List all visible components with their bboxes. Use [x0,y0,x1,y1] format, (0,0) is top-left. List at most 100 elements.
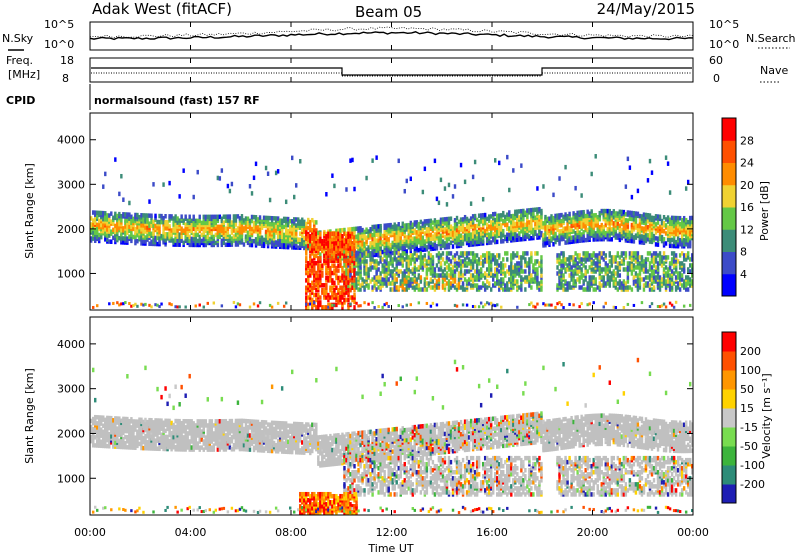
power-cell [496,275,499,280]
power-cell [150,305,153,309]
power-cell [465,303,469,307]
power-cell [425,219,429,224]
power-cell [389,281,392,286]
power-cell [407,234,410,240]
power-cell [407,259,410,264]
power-cell [421,239,425,245]
power-cell [327,248,330,254]
power-cell [136,212,139,218]
power-cell [345,251,348,256]
power-cell [176,240,179,245]
power-cell [415,224,419,229]
power-cell [381,305,384,309]
power-cell [435,219,439,225]
power-cell [433,236,437,241]
power-cell [118,303,121,307]
power-cell [437,273,441,278]
power-cell [124,301,127,305]
power-cell [325,251,328,256]
power-cell [353,287,356,293]
power-cell [140,302,143,306]
power-cell [435,263,439,268]
power-cell [417,237,421,243]
power-cell [429,253,433,258]
power-cell [455,251,459,256]
power-cell [321,241,324,246]
power-cell [200,220,203,226]
power-cell [158,227,161,233]
power-cell [158,213,161,219]
power-cell [196,169,199,175]
power-cell [666,161,670,166]
power-cell [431,234,435,239]
power-cell [413,267,417,272]
power-cell [313,260,316,266]
power-cell [315,260,318,266]
power-cell [423,263,427,268]
power-cell [222,240,226,246]
power-cell [224,242,228,248]
power-cell [288,237,292,242]
power-cell [341,290,344,295]
power-cell [333,283,336,288]
power-cell [148,303,151,307]
power-cell [345,283,348,288]
power-cell [397,261,400,266]
power-cell [170,214,173,219]
power-cell [361,227,364,233]
power-cell [461,303,465,307]
power-cell [315,283,318,288]
power-cell [176,216,179,221]
power-cell [353,253,356,259]
power-cell [530,221,533,227]
power-cell [309,295,312,300]
power-cell [140,213,143,218]
power-cell [152,229,155,235]
power-cell [327,253,330,259]
power-cell [333,290,336,295]
power-cell [453,277,457,282]
power-cell [311,260,314,266]
power-cell [349,268,352,273]
power-cell [266,239,270,245]
power-cell [405,303,408,307]
power-cell [254,161,258,167]
power-cell [339,243,342,249]
power-cell [313,246,316,251]
power-cell [403,279,406,284]
power-cell [628,165,632,170]
power-cell [445,202,449,207]
power-cell [638,285,642,290]
power-cell [347,304,350,308]
power-cell [345,258,348,264]
power-cell [260,219,264,224]
power-cell [391,240,394,246]
power-cell [317,283,320,288]
power-cell [256,217,260,222]
power-cell [212,226,216,232]
power-cell [371,301,374,305]
power-cell [419,255,423,260]
power-cell [636,188,640,194]
power-cell [307,302,310,308]
power-cell [218,214,222,220]
power-cell [305,256,308,261]
freq-trace [91,67,692,76]
power-cell [232,234,236,239]
power-cell [309,292,312,298]
power-cell [254,215,258,220]
power-cell [126,230,129,235]
power-cell [144,302,147,306]
power-cell [192,194,195,200]
power-cell [393,246,396,252]
power-cell [333,263,336,268]
power-cell [359,226,362,231]
power-cell [291,155,294,161]
power-cell [311,287,314,293]
power-cell [252,224,256,230]
power-cell [188,224,191,230]
power-cell [140,235,143,240]
power-cell [371,158,374,163]
power-cell [335,285,338,290]
power-cell [373,242,376,248]
